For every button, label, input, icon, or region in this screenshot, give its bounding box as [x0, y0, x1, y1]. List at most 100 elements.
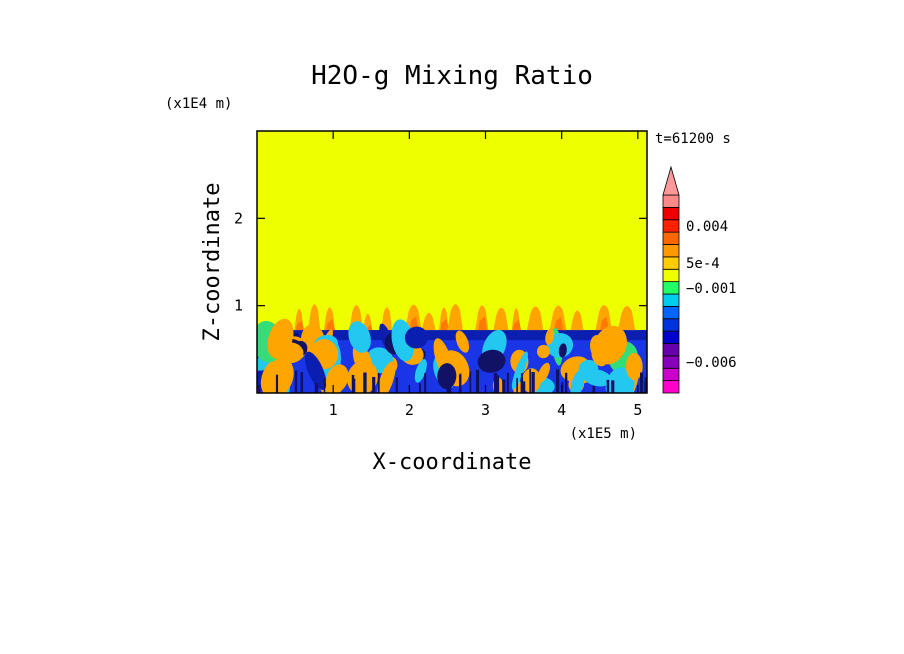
x-axis-ticks: 1 2 3 4 5 [329, 131, 642, 419]
field-plume [446, 304, 464, 335]
plot-area [257, 131, 647, 393]
field-surface-streak [611, 380, 615, 393]
colorbar-level [662, 281, 680, 295]
field-surface-streak [644, 377, 647, 393]
field-top-strip [257, 330, 647, 341]
field-surface-streak [529, 369, 531, 393]
field-eddy [583, 369, 612, 387]
field-surface-streak [446, 372, 450, 393]
field-surface-streak [556, 369, 560, 393]
colorbar-level [662, 355, 680, 369]
field-surface-streak [294, 370, 298, 393]
field-plume [616, 305, 636, 335]
field-surface-streak [459, 373, 462, 393]
field-surface-streak [258, 385, 261, 393]
y-tick-label: 1 [234, 297, 243, 315]
field-surface-streak [520, 377, 524, 393]
colorbar-level [662, 367, 680, 382]
field-surface-streak [275, 374, 279, 393]
chart-title: H2O-g Mixing Ratio [311, 61, 593, 91]
colorbar-level [662, 219, 680, 233]
field-surface-streak [606, 379, 610, 393]
x-tick-label: 1 [329, 401, 338, 419]
field-surface-streak [323, 378, 326, 393]
field-eddy [477, 349, 506, 373]
field-plume-core [477, 316, 488, 335]
y-axis-multiplier: (x1E4 m) [165, 96, 232, 112]
colorbar-level [662, 244, 680, 258]
y-axis-ticks: 12 [234, 209, 647, 315]
colorbar-level [662, 318, 680, 332]
colorbar-level [662, 380, 680, 394]
field-eddy [304, 351, 327, 390]
field-eddy [625, 352, 643, 381]
colorbar-level [662, 293, 680, 307]
field-eddy [414, 359, 427, 383]
x-tick-label: 5 [633, 401, 642, 419]
field-surface-streak [449, 369, 452, 393]
field-surface-streak [592, 385, 596, 393]
colorbar-level [662, 206, 680, 221]
colorbar-level [662, 305, 680, 320]
field-eddy [570, 369, 585, 393]
field-surface-streak [502, 379, 506, 393]
colorbar-label: 5e-4 [686, 256, 720, 272]
field-eddy [591, 345, 608, 367]
colorbar-level [662, 268, 680, 283]
y-axis-label: Z-coordinate [200, 183, 225, 342]
colorbar-level [662, 330, 680, 344]
x-axis-label: X-coordinate [373, 450, 532, 475]
field-eddy [348, 321, 371, 353]
time-label: t=61200 s [655, 131, 731, 147]
colorbar-label: −0.006 [686, 355, 737, 371]
field-surface-streak [475, 369, 480, 393]
field-eddy [276, 342, 304, 364]
field-surface-streak [494, 373, 497, 393]
field-eddy [558, 343, 567, 358]
field-surface-streak [352, 378, 356, 393]
colorbar [662, 165, 680, 394]
colorbar-label: −0.001 [686, 281, 737, 297]
colorbar-level [662, 256, 680, 270]
field-eddy [377, 361, 396, 393]
colorbar-labels: 0.004 5e-4 −0.001 −0.006 [686, 219, 737, 371]
field-eddy [536, 344, 551, 359]
field-surface-streak [314, 383, 319, 393]
field-plume [569, 310, 585, 335]
field-eddy [545, 328, 555, 345]
field-plume [420, 312, 437, 335]
field-surface-streak [531, 372, 535, 393]
field-surface-streak [363, 372, 367, 393]
y-tick-label: 2 [234, 209, 243, 227]
x-tick-label: 4 [557, 401, 566, 419]
x-axis-multiplier: (x1E5 m) [570, 426, 637, 442]
field-eddy [325, 364, 349, 393]
field-surface-streak [640, 372, 644, 393]
x-tick-label: 2 [405, 401, 414, 419]
field-surface-streak [372, 376, 376, 393]
field-surface-streak [564, 372, 568, 393]
colorbar-extend-arrow [662, 165, 680, 196]
field-surface-streak [424, 373, 427, 393]
colorbar-level [662, 194, 680, 208]
plot-frame [256, 130, 648, 394]
field-surface-streak [516, 377, 518, 393]
field-eddy [511, 351, 528, 390]
field-surface-streak [419, 383, 421, 393]
field-surface-streak [395, 377, 398, 393]
field-surface-streak [506, 372, 509, 393]
field-eddy [605, 367, 635, 393]
field-surface-streak [496, 375, 500, 393]
field-surface-streak [469, 371, 472, 393]
field-eddy [537, 362, 551, 383]
field-surface-streak [377, 373, 380, 393]
colorbar-label: 0.004 [686, 219, 728, 235]
x-tick-label: 3 [481, 401, 490, 419]
field-plume [492, 307, 510, 335]
field-eddy [455, 330, 470, 353]
colorbar-level [662, 231, 680, 245]
field-surface-streak [300, 372, 304, 393]
colorbar-level [662, 343, 680, 357]
field-eddy [404, 326, 429, 349]
